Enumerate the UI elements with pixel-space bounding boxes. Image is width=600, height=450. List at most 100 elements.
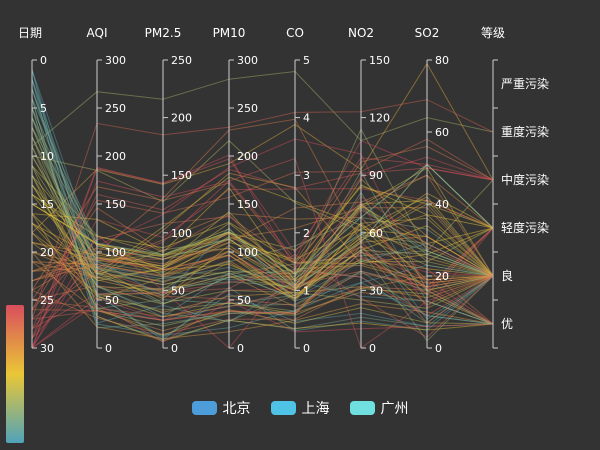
data-line — [31, 165, 494, 327]
tick-label: 15 — [40, 198, 54, 211]
axis-name: PM2.5 — [145, 26, 182, 40]
tick-label: 80 — [435, 54, 449, 67]
tick-label: 20 — [435, 270, 449, 283]
data-line — [31, 231, 494, 284]
data-line — [31, 270, 494, 330]
data-line — [31, 245, 494, 325]
tick-label: 严重污染 — [501, 76, 549, 91]
data-line — [31, 207, 494, 301]
tick-label: 3 — [303, 169, 310, 182]
data-line — [31, 136, 494, 286]
data-line — [31, 98, 494, 341]
legend-item-guangzhou[interactable]: 广州 — [349, 398, 409, 418]
axis-name: NO2 — [348, 26, 374, 40]
data-line — [31, 272, 494, 306]
data-line — [31, 157, 494, 349]
data-line — [31, 167, 494, 330]
legend-swatch-beijing — [191, 401, 217, 415]
data-line — [31, 224, 494, 300]
tick-label: 50 — [237, 294, 251, 307]
data-line — [31, 222, 494, 302]
tick-label: 40 — [435, 198, 449, 211]
tick-label: 60 — [369, 227, 383, 240]
data-line — [31, 126, 494, 288]
data-line — [31, 167, 494, 277]
data-line — [31, 127, 494, 278]
legend-swatch-shanghai — [270, 401, 296, 415]
tick-label: 良 — [501, 268, 513, 283]
tick-label: 5 — [40, 102, 47, 115]
data-line — [31, 214, 494, 300]
data-line — [31, 203, 494, 276]
data-line — [31, 251, 494, 349]
data-line — [31, 172, 494, 281]
parallel-axes: 日期051015202530AQI050100150200250300PM2.5… — [18, 26, 549, 355]
axis-2: PM2.5 0 50 100 150 200 250 — [145, 26, 192, 355]
legend-item-beijing[interactable]: 北京 — [191, 398, 251, 418]
data-line — [31, 117, 494, 275]
axis-name: CO — [286, 26, 304, 40]
data-line — [31, 186, 494, 264]
data-line — [31, 70, 494, 147]
data-line — [31, 184, 494, 305]
tick-label: 重度污染 — [501, 124, 549, 139]
data-line — [31, 107, 494, 325]
tick-label: 150 — [237, 198, 258, 211]
data-line — [31, 195, 494, 330]
data-line — [31, 138, 494, 349]
data-line — [31, 186, 494, 282]
tick-label: 0 — [105, 342, 112, 355]
data-line — [31, 184, 494, 274]
data-line — [31, 174, 494, 286]
data-line — [31, 155, 494, 289]
data-line — [31, 79, 494, 318]
tick-label: 50 — [171, 284, 185, 297]
data-line — [31, 154, 494, 349]
tick-label: 0 — [435, 342, 442, 355]
data-line — [31, 286, 494, 335]
tick-label: 50 — [105, 294, 119, 307]
data-line — [31, 117, 494, 282]
tick-label: 30 — [369, 284, 383, 297]
data-line — [31, 300, 494, 349]
axis-5: NO2 0 30 60 90 120 150 — [348, 26, 390, 355]
data-line — [31, 222, 494, 277]
data-line — [31, 261, 493, 308]
data-line — [31, 201, 494, 349]
data-line — [31, 174, 494, 282]
visual-map-gradient-bar[interactable] — [6, 305, 24, 443]
tick-label: 2 — [303, 227, 310, 240]
axis-name: PM10 — [213, 26, 246, 40]
data-line — [31, 146, 494, 312]
legend-item-shanghai[interactable]: 上海 — [270, 398, 330, 418]
data-line — [31, 213, 494, 342]
data-line — [31, 254, 494, 338]
data-line — [31, 165, 494, 309]
tick-label: 20 — [40, 246, 54, 259]
tick-label: 150 — [105, 198, 126, 211]
data-line — [31, 98, 494, 329]
data-line — [31, 199, 494, 297]
data-line — [31, 127, 494, 342]
tick-label: 60 — [435, 126, 449, 139]
data-line — [31, 251, 494, 340]
data-line — [31, 245, 494, 324]
data-line — [31, 88, 494, 286]
axis-0: 日期 0 5 10 15 20 25 30 — [18, 26, 54, 355]
tick-label: 100 — [105, 246, 126, 259]
tick-label: 120 — [369, 112, 390, 125]
data-line — [31, 118, 494, 295]
data-line — [31, 79, 494, 320]
data-line — [31, 79, 494, 336]
data-line — [31, 184, 494, 282]
tick-label: 1 — [303, 284, 310, 297]
tick-label: 90 — [369, 169, 383, 182]
tick-label: 250 — [171, 54, 192, 67]
tick-label: 轻度污染 — [501, 220, 549, 235]
data-line — [31, 139, 494, 349]
data-line — [31, 251, 494, 325]
axis-4: CO 0 1 2 3 4 5 — [286, 26, 310, 355]
data-line — [31, 69, 494, 325]
data-line — [31, 136, 494, 300]
